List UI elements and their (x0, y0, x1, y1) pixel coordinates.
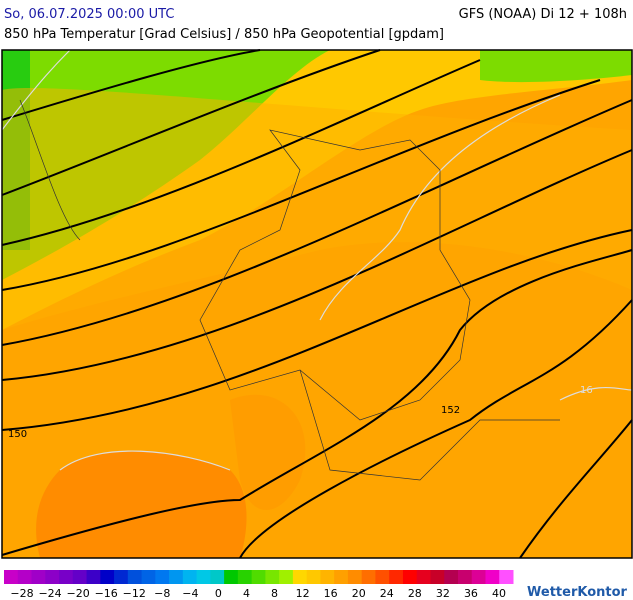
colorbar-swatch (361, 570, 376, 584)
colorbar-label: 32 (436, 587, 450, 600)
colorbar-label: −12 (123, 587, 146, 600)
colorbar-label: 36 (464, 587, 478, 600)
colorbar-swatch (72, 570, 88, 584)
colorbar-swatch (389, 570, 404, 584)
colorbar-swatch (210, 570, 225, 584)
colorbar-swatch (100, 570, 115, 584)
colorbar-swatch (416, 570, 431, 584)
colorbar-swatch (86, 570, 101, 584)
temp-area-dark-orange (36, 451, 247, 558)
colorbar-label: −16 (95, 587, 118, 600)
colorbar-swatch (485, 570, 500, 584)
brand-logo: WetterKontor (527, 585, 628, 600)
colorbar-swatch (45, 570, 60, 584)
colorbar-label: 28 (408, 587, 422, 600)
colorbar-swatch (114, 570, 129, 584)
geopotential-contours (1, 49, 633, 559)
temp-area-orange2 (230, 394, 306, 510)
colorbar-swatch (17, 570, 33, 584)
colorbar-label: 20 (352, 587, 366, 600)
temp-area-orange (2, 88, 632, 330)
colorbar-swatch (182, 570, 198, 584)
temp-area-green-ne (480, 50, 632, 83)
colorbar-swatch (347, 570, 363, 584)
colorbar-swatch (292, 570, 308, 584)
header-subtitle: 850 hPa Temperatur [Grad Celsius] / 850 … (4, 27, 444, 42)
colorbar-label: 16 (324, 587, 338, 600)
colorbar-swatch (402, 570, 418, 584)
colorbar: −28 −24 −20 −16 −12 −8 −4 0 4 8 12 16 20 24 28 32 36 40 (4, 570, 514, 600)
colorbar-swatch (169, 570, 184, 584)
colorbar-label: −20 (67, 587, 90, 600)
colorbar-swatch (127, 570, 143, 584)
colorbar-swatch (224, 570, 239, 584)
colorbar-label: 40 (492, 587, 506, 600)
colorbar-swatch (4, 570, 19, 584)
colorbar-swatch (155, 570, 170, 584)
colorbar-label: 0 (215, 587, 222, 600)
contour-label: 150 (8, 429, 27, 440)
colorbar-swatch (444, 570, 459, 584)
colorbar-swatch (141, 570, 156, 584)
colorbar-swatch (375, 570, 390, 584)
borders (19, 99, 560, 481)
colorbar-swatch (59, 570, 74, 584)
colorbar-swatch (471, 570, 486, 584)
colorbar-label: 4 (243, 587, 250, 600)
colorbar-swatch (334, 570, 349, 584)
colorbar-swatch (279, 570, 294, 584)
colorbar-label: −24 (38, 587, 61, 600)
colorbar-swatch (31, 570, 46, 584)
colorbar-label: −28 (10, 587, 33, 600)
colorbar-label: −8 (154, 587, 170, 600)
colorbar-label: 8 (271, 587, 278, 600)
colorbar-label: 24 (380, 587, 394, 600)
colorbar-swatch (457, 570, 473, 584)
colorbar-swatch (196, 570, 211, 584)
colorbar-swatch (251, 570, 266, 584)
colorbar-label: 12 (296, 587, 310, 600)
contour-label: 152 (441, 405, 460, 416)
isotherms (1, 49, 633, 471)
colorbar-swatch (265, 570, 280, 584)
isotherm-label: 16 (580, 385, 593, 396)
colorbar-swatch (320, 570, 335, 584)
map (1, 49, 633, 559)
colorbar-swatch (499, 570, 514, 584)
colorbar-swatch (237, 570, 253, 584)
colorbar-label: −4 (182, 587, 198, 600)
map-frame (1, 49, 633, 559)
header-date: So, 06.07.2025 00:00 UTC (4, 7, 174, 22)
colorbar-swatch (306, 570, 321, 584)
header-model: GFS (NOAA) Di 12 + 108h (459, 7, 627, 22)
colorbar-swatch (430, 570, 445, 584)
